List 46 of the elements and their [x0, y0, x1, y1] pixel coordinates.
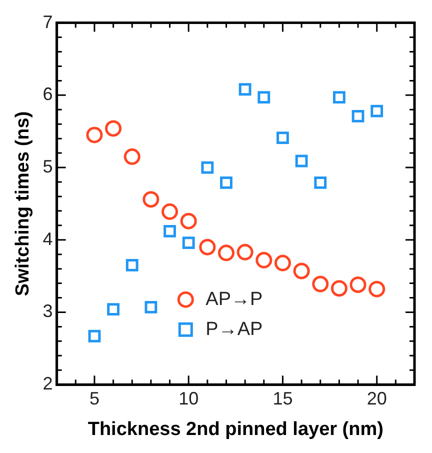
x-tick-label: 5	[89, 388, 100, 408]
point	[162, 203, 178, 220]
x-tick-label: 20	[366, 388, 387, 408]
point	[293, 262, 310, 280]
point	[164, 224, 176, 238]
y-tick-label: 7	[42, 12, 53, 32]
y-tick-label: 5	[42, 156, 53, 176]
y-tick-label: 4	[42, 228, 53, 249]
point	[86, 126, 103, 144]
legend-label: P→AP	[206, 318, 263, 340]
point	[352, 110, 364, 122]
y-tick-label: 3	[42, 301, 53, 322]
point	[144, 300, 158, 314]
point	[370, 104, 384, 118]
point	[330, 280, 348, 297]
point	[199, 238, 216, 256]
point	[182, 236, 195, 249]
point	[142, 191, 160, 208]
point	[314, 176, 327, 189]
x-axis-title: Thickness 2nd pinned layer (nm)	[88, 418, 384, 440]
y-tick-label: 6	[42, 84, 53, 104]
point	[201, 161, 214, 174]
point	[88, 330, 101, 342]
point	[276, 132, 289, 144]
point	[295, 154, 308, 168]
point	[220, 176, 232, 189]
point	[218, 244, 234, 262]
y-tick-label: 2	[42, 374, 53, 394]
x-tick-label: 10	[178, 388, 199, 408]
point	[333, 91, 346, 104]
point	[256, 252, 272, 268]
point	[258, 91, 270, 104]
point	[107, 303, 120, 316]
point	[350, 276, 366, 293]
point	[105, 120, 122, 137]
x-tick-label: 15	[272, 388, 293, 408]
point	[124, 148, 140, 165]
y-axis-title: Switching times (ns)	[12, 111, 34, 296]
legend-label: AP→P	[206, 288, 263, 310]
point	[368, 280, 386, 298]
point	[180, 212, 197, 230]
point	[312, 276, 329, 292]
point	[238, 83, 252, 96]
point	[236, 244, 254, 260]
point	[126, 259, 138, 272]
point	[274, 254, 291, 272]
